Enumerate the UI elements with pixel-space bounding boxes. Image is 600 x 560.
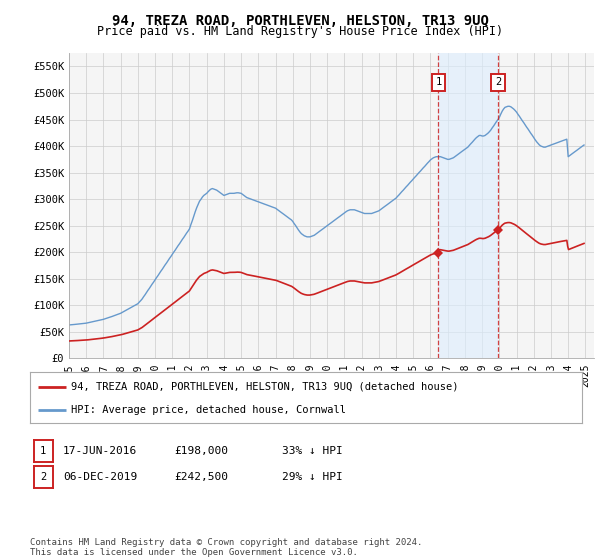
Text: HPI: Average price, detached house, Cornwall: HPI: Average price, detached house, Corn… xyxy=(71,405,346,415)
Text: Price paid vs. HM Land Registry's House Price Index (HPI): Price paid vs. HM Land Registry's House … xyxy=(97,25,503,38)
Text: 29% ↓ HPI: 29% ↓ HPI xyxy=(282,472,343,482)
Text: 1: 1 xyxy=(40,446,46,456)
Text: 94, TREZA ROAD, PORTHLEVEN, HELSTON, TR13 9UQ: 94, TREZA ROAD, PORTHLEVEN, HELSTON, TR1… xyxy=(112,14,488,28)
Text: 2: 2 xyxy=(40,472,46,482)
Text: 94, TREZA ROAD, PORTHLEVEN, HELSTON, TR13 9UQ (detached house): 94, TREZA ROAD, PORTHLEVEN, HELSTON, TR1… xyxy=(71,381,459,391)
Text: 33% ↓ HPI: 33% ↓ HPI xyxy=(282,446,343,456)
Bar xyxy=(439,53,498,358)
Text: £242,500: £242,500 xyxy=(174,472,228,482)
Text: 1: 1 xyxy=(435,77,442,87)
Text: £198,000: £198,000 xyxy=(174,446,228,456)
Text: 2: 2 xyxy=(495,77,501,87)
Text: Contains HM Land Registry data © Crown copyright and database right 2024.
This d: Contains HM Land Registry data © Crown c… xyxy=(30,538,422,557)
Text: 17-JUN-2016: 17-JUN-2016 xyxy=(63,446,137,456)
Text: 06-DEC-2019: 06-DEC-2019 xyxy=(63,472,137,482)
